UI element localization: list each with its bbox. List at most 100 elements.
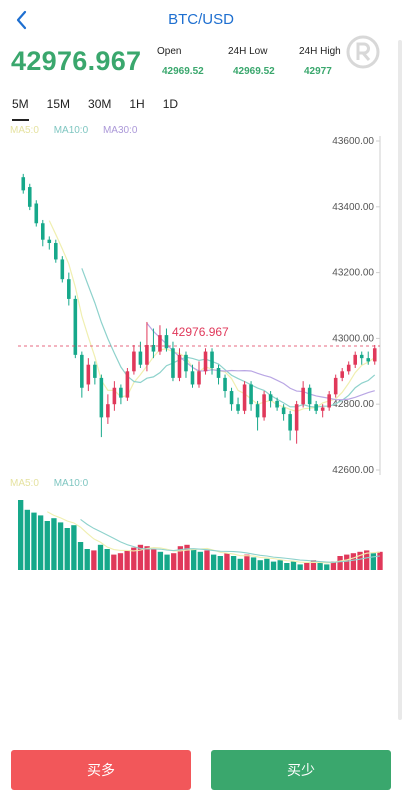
ma5-line	[48, 220, 376, 413]
volume-bar	[157, 551, 164, 570]
volume-bar	[31, 512, 37, 570]
y-tick-label: 43200.00	[332, 268, 374, 279]
volume-bar	[131, 547, 137, 570]
buy-long-button[interactable]: 买多	[11, 750, 191, 790]
stat-open: Open 42969.52	[157, 46, 204, 77]
buy-short-button[interactable]: 买少	[211, 750, 391, 790]
volume-chart	[18, 500, 383, 570]
candle	[223, 377, 227, 392]
stat-low: 24H Low 42969.52	[228, 46, 275, 77]
volume-bar	[117, 553, 124, 570]
candle	[320, 407, 325, 411]
volume-bar	[111, 554, 117, 570]
volume-bar	[210, 554, 217, 570]
volume-bar	[184, 544, 190, 570]
tab-1d[interactable]: 1D	[162, 97, 179, 111]
volume-bar	[124, 550, 130, 570]
volume-bar	[18, 500, 24, 570]
candle	[255, 404, 260, 418]
back-arrow-icon[interactable]	[10, 8, 34, 32]
stat-low-value: 42969.52	[233, 66, 275, 77]
candle	[249, 384, 253, 405]
candle	[275, 400, 279, 408]
candle	[340, 371, 344, 378]
candle	[242, 384, 247, 411]
candle	[112, 387, 117, 405]
candle	[158, 335, 162, 352]
volume-bar	[137, 544, 144, 570]
stat-high-value: 42977	[304, 66, 332, 77]
volume-bar	[257, 560, 263, 570]
tab-5m[interactable]: 5M	[12, 97, 29, 121]
volume-bar	[357, 551, 363, 570]
candle	[268, 394, 273, 401]
volume-bar	[370, 553, 377, 570]
candle	[99, 377, 104, 418]
volume-bar	[264, 558, 270, 570]
candle	[353, 354, 358, 365]
candle	[307, 387, 312, 405]
volume-bar	[317, 563, 323, 570]
volume-bar	[171, 553, 177, 570]
volume-bar	[57, 522, 64, 570]
volume-bar	[237, 558, 243, 570]
candle	[346, 364, 351, 372]
volume-bar	[350, 553, 357, 570]
volume-bar	[344, 554, 350, 570]
candle	[145, 344, 149, 365]
candle	[73, 298, 78, 355]
volume-bar	[284, 563, 290, 570]
stat-high: 24H High 42977	[299, 46, 341, 77]
volume-bar	[224, 553, 230, 570]
ma10-line	[81, 268, 376, 408]
candle	[262, 394, 266, 418]
stat-open-value: 42969.52	[162, 66, 204, 77]
ma30-legend: MA30:0	[102, 125, 138, 136]
tab-1h[interactable]: 1H	[129, 97, 145, 111]
volume-bar	[144, 546, 150, 570]
vol-ma10-legend: MA10:0	[53, 478, 89, 489]
scrollbar[interactable]	[398, 40, 402, 720]
volume-bar	[330, 561, 337, 570]
candle	[216, 368, 221, 378]
vol-ma5-legend: MA5:0	[10, 478, 39, 489]
candle	[164, 335, 169, 349]
y-tick-label: 43600.00	[332, 136, 374, 147]
candle	[366, 358, 371, 362]
current-price: 42976.967	[11, 46, 142, 76]
candle	[203, 351, 208, 372]
candle	[106, 404, 110, 418]
tab-15m[interactable]: 15M	[46, 97, 71, 111]
volume-bar	[71, 525, 77, 570]
candle	[151, 344, 156, 352]
candle	[333, 377, 338, 395]
stat-high-label: 24H High	[299, 46, 341, 57]
y-tick-label: 42600.00	[332, 465, 374, 476]
volume-bar	[197, 551, 203, 570]
vol-ma10-line	[80, 519, 381, 563]
volume-bar	[204, 550, 210, 570]
brand-logo-icon	[345, 34, 381, 70]
ma5-legend: MA5:0	[10, 125, 39, 136]
volume-bar	[44, 521, 50, 570]
tab-30m[interactable]: 30M	[88, 97, 112, 111]
volume-bar	[191, 549, 197, 570]
ma10-legend: MA10:0	[53, 125, 89, 136]
ma-legend: MA5:0 MA10:0 MA30:0	[10, 125, 149, 136]
y-tick-label: 42800.00	[332, 399, 374, 410]
volume-bar	[77, 542, 84, 570]
candle	[21, 177, 26, 191]
volume-bar	[324, 564, 330, 570]
candle	[54, 242, 58, 260]
candle	[47, 239, 52, 243]
candle	[80, 354, 84, 388]
y-tick-label: 43400.00	[332, 202, 374, 213]
candle	[119, 387, 123, 398]
volume-bar	[64, 528, 70, 570]
volume-bar	[250, 557, 257, 570]
y-tick-label: 43000.00	[332, 333, 374, 344]
volume-bar	[91, 550, 97, 570]
stat-low-label: 24H Low	[228, 46, 268, 57]
current-price-label: 42976.967	[172, 325, 229, 339]
volume-bar	[337, 556, 343, 570]
